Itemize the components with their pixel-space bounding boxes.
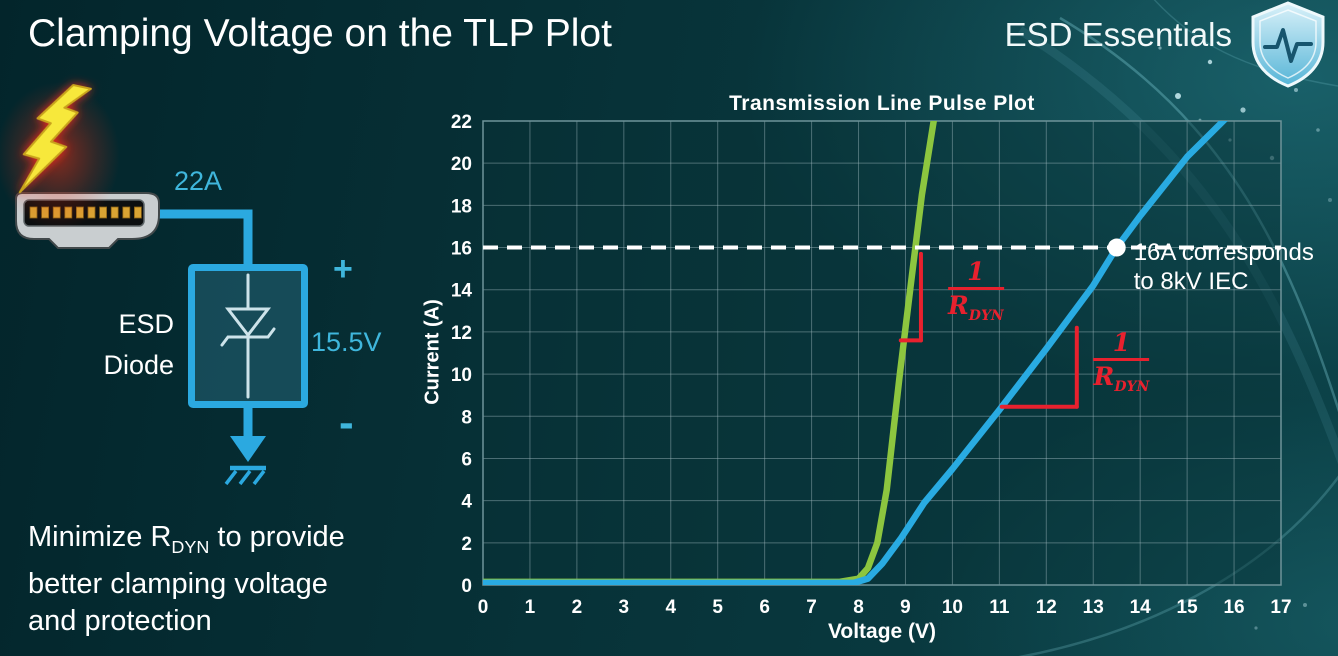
svg-text:8: 8 bbox=[853, 597, 864, 618]
esd-diode-label-line2: Diode bbox=[103, 350, 174, 380]
note-line2: better clamping voltage bbox=[28, 567, 328, 600]
svg-text:12: 12 bbox=[1036, 597, 1057, 618]
svg-text:3: 3 bbox=[619, 597, 630, 618]
rdyn-slope-label-blue: 1 RDYN bbox=[1093, 327, 1150, 395]
note-line3: and protection bbox=[28, 604, 212, 637]
svg-text:16: 16 bbox=[1223, 597, 1244, 618]
y-axis-label: Current (A) bbox=[421, 299, 444, 405]
brand-name: ESD Essentials bbox=[1004, 16, 1232, 53]
chart-title: Transmission Line Pulse Plot bbox=[729, 92, 1035, 115]
clamping-voltage-label: 15.5V bbox=[311, 327, 382, 357]
takeaway-note: Minimize RDYN to provide better clamping… bbox=[28, 519, 345, 640]
svg-text:11: 11 bbox=[989, 597, 1010, 618]
svg-text:0: 0 bbox=[478, 597, 489, 618]
polarity-plus-label: + bbox=[333, 250, 353, 288]
svg-text:14: 14 bbox=[451, 281, 473, 302]
svg-text:2: 2 bbox=[461, 534, 472, 555]
svg-text:18: 18 bbox=[451, 196, 472, 217]
svg-text:0: 0 bbox=[461, 576, 472, 597]
svg-text:10: 10 bbox=[942, 597, 963, 618]
wire bbox=[156, 209, 253, 438]
esd-glow bbox=[0, 82, 120, 230]
svg-text:4: 4 bbox=[665, 597, 676, 618]
rdyn-subscript: DYN bbox=[171, 536, 210, 557]
esd-shield-pulse-icon bbox=[1251, 1, 1325, 88]
esd-diode-label: ESD Diode bbox=[50, 304, 174, 386]
svg-text:12: 12 bbox=[451, 323, 472, 344]
svg-text:7: 7 bbox=[806, 597, 817, 618]
esd-strike-circuit-diagram bbox=[0, 82, 266, 486]
zener-diode-symbol-icon bbox=[220, 273, 276, 399]
page-title: Clamping Voltage on the TLP Plot bbox=[28, 12, 612, 55]
strike-current-label: 22A bbox=[174, 166, 223, 196]
svg-text:4: 4 bbox=[461, 492, 472, 513]
svg-text:22: 22 bbox=[451, 112, 472, 133]
svg-text:14: 14 bbox=[1130, 597, 1152, 618]
svg-text:20: 20 bbox=[451, 154, 472, 175]
svg-text:2: 2 bbox=[572, 597, 583, 618]
esd-diode-label-line1: ESD bbox=[118, 309, 174, 339]
polarity-minus-label: - bbox=[339, 398, 354, 447]
svg-text:10: 10 bbox=[451, 365, 472, 386]
rdyn-slope-label-green: 1 RDYN bbox=[948, 257, 1004, 324]
esd-diode-box bbox=[188, 264, 308, 408]
tlp-plot-canvas: 0 1 2 3 4 5 6 7 8 9 10 11 12 13 14 15 16 1702468101214161… bbox=[451, 112, 1292, 618]
svg-text:9: 9 bbox=[900, 597, 911, 618]
svg-text:13: 13 bbox=[1083, 597, 1104, 618]
svg-text:16: 16 bbox=[451, 239, 472, 260]
ground-symbol-icon bbox=[224, 436, 266, 486]
lightning-bolt-icon bbox=[18, 84, 92, 194]
threshold-annotation: 16A corresponds to 8kV IEC bbox=[1133, 238, 1314, 295]
svg-text:8: 8 bbox=[461, 407, 472, 428]
svg-text:1: 1 bbox=[525, 597, 536, 618]
svg-text:5: 5 bbox=[712, 597, 723, 618]
svg-text:15: 15 bbox=[1177, 597, 1199, 618]
svg-text:6: 6 bbox=[759, 597, 770, 618]
svg-text:6: 6 bbox=[461, 449, 472, 470]
note-line1: Minimize RDYN to provide bbox=[28, 521, 345, 557]
x-axis-label: Voltage (V) bbox=[827, 620, 937, 643]
svg-text:17: 17 bbox=[1270, 597, 1291, 618]
